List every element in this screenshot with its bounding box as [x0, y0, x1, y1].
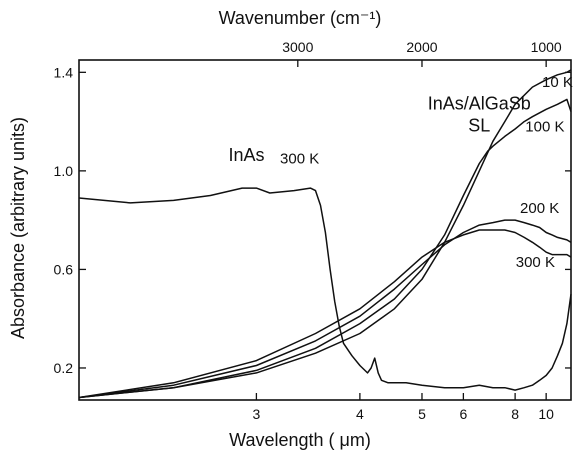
series-line-300-k [78, 229, 572, 399]
annotation-label: 300 K [280, 150, 319, 167]
x-tick-label: 8 [511, 406, 519, 422]
y-tick-label: 0.2 [54, 360, 74, 376]
x-tick-label: 4 [356, 406, 364, 422]
y-tick-label: 1.0 [54, 163, 74, 179]
series-line-200-k [78, 219, 572, 399]
bottom-axis-title: Wavelength ( μm) [229, 430, 371, 450]
series-lines [78, 69, 572, 399]
x-tick-label: 6 [459, 406, 467, 422]
y-tick-label: 0.6 [54, 261, 74, 277]
x2-tick-label: 2000 [406, 39, 437, 55]
series-line-inas-300-k [78, 187, 572, 391]
annotation-label: 100 K [525, 118, 564, 135]
axis-ticks: 3 4 5 6 8 10 3000 2000 1000 0.2 0.6 1.0 1.4 [54, 39, 571, 422]
series-line-100-k [78, 98, 572, 399]
x-tick-label: 5 [418, 406, 426, 422]
annotation-label: InAs/AlGaSb [428, 93, 531, 113]
annotation-label: 300 K [516, 254, 555, 271]
x-tick-label: 10 [538, 406, 554, 422]
x2-tick-label: 3000 [282, 39, 313, 55]
y-tick-label: 1.4 [54, 64, 74, 80]
series-line-10-k [78, 69, 572, 399]
y-axis-title: Absorbance (arbitrary units) [8, 117, 28, 339]
annotation-label: SL [468, 115, 490, 135]
x-tick-label: 3 [253, 406, 261, 422]
annotation-label: InAs [228, 145, 264, 165]
plot-border [78, 59, 572, 401]
annotation-label: 10 K [542, 74, 573, 91]
annotation-label: 200 K [520, 200, 559, 217]
top-axis-title: Wavenumber (cm⁻¹) [219, 8, 382, 28]
x2-tick-label: 1000 [531, 39, 562, 55]
plot-frame [78, 59, 572, 401]
